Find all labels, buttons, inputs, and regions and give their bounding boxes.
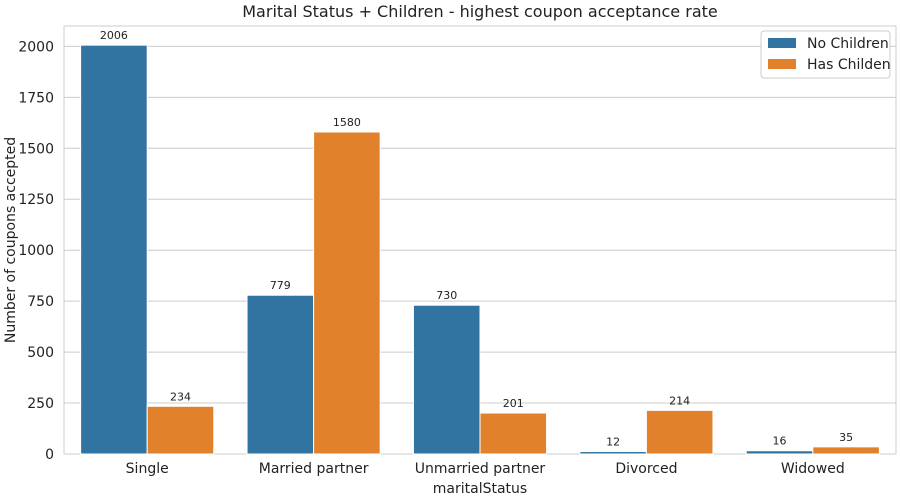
y-axis-ticks: 0 250 500 750 1000 1250 1500 1750 2000 [18,39,54,463]
y-tick-label: 750 [27,294,54,310]
bar-value-label: 730 [436,289,457,302]
bar-value-label: 1580 [333,116,361,129]
x-tick-label: Married partner [259,461,369,477]
bar-no-children [579,451,647,455]
legend-label-no-children: No Children [807,36,889,52]
y-tick-label: 0 [45,447,54,463]
x-axis-label: maritalStatus [433,481,527,497]
x-axis-ticks: Single Married partner Unmarried partner Di… [126,461,845,477]
x-tick-label: Divorced [615,461,677,477]
bar-no-children [80,44,148,455]
bar-value-label: 779 [270,279,291,292]
y-tick-label: 1250 [18,192,54,208]
legend-swatch-no-children [768,38,796,48]
bar-value-label: 16 [773,435,787,448]
bar-value-label: 201 [503,397,524,410]
x-tick-label: Widowed [781,461,845,477]
bar-value-label: 214 [669,394,690,407]
legend: No Children Has Childen [760,30,891,79]
y-tick-label: 250 [27,396,54,412]
bar-value-label: 234 [170,390,191,403]
x-tick-label: Unmarried partner [415,461,546,477]
bar-has-children [645,409,714,455]
y-tick-label: 1500 [18,141,54,157]
bar-has-children [479,412,548,455]
x-tick-label: Single [126,461,169,477]
bar-has-children [146,405,215,455]
legend-swatch-has-children [768,59,796,69]
bar-has-children [313,131,381,455]
bar-value-label: 12 [606,436,620,449]
bar-no-children [412,304,481,455]
y-tick-label: 1000 [18,243,54,259]
y-tick-label: 2000 [18,39,54,55]
y-tick-label: 500 [27,345,54,361]
y-tick-label: 1750 [18,90,54,106]
bar-value-label: 2006 [100,29,128,42]
chart-title: Marital Status + Children - highest coup… [242,2,717,21]
bar-has-children [812,446,880,455]
bar-no-children [246,294,315,455]
legend-label-has-children: Has Childen [807,57,891,73]
data-labels: 2006 234 779 1580 730 201 12 214 16 35 [100,29,853,448]
y-axis-label: Number of coupons accepted [3,137,19,343]
bar-no-children [745,450,814,455]
bar-value-label: 35 [839,431,853,444]
bars [80,44,880,455]
